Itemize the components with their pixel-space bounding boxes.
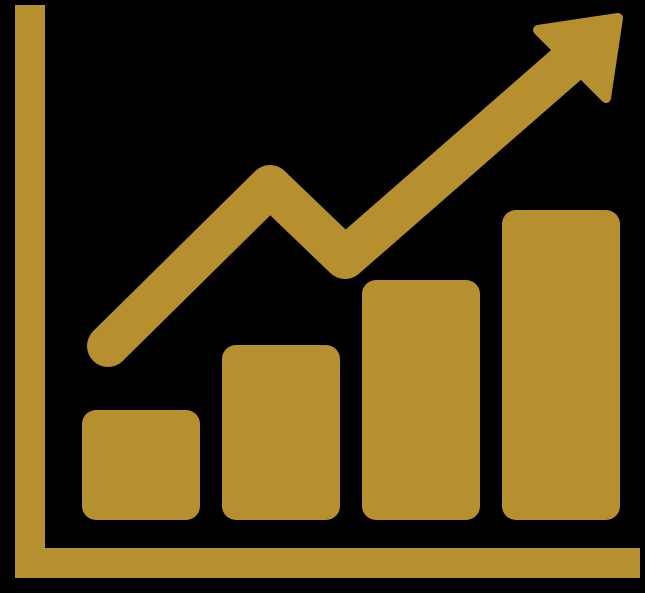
bar-4: [502, 210, 620, 520]
bar-1: [82, 410, 200, 520]
growth-chart-icon: [0, 0, 645, 593]
bar-3: [362, 280, 480, 520]
growth-chart-svg: [0, 0, 645, 593]
bar-2: [222, 345, 340, 520]
